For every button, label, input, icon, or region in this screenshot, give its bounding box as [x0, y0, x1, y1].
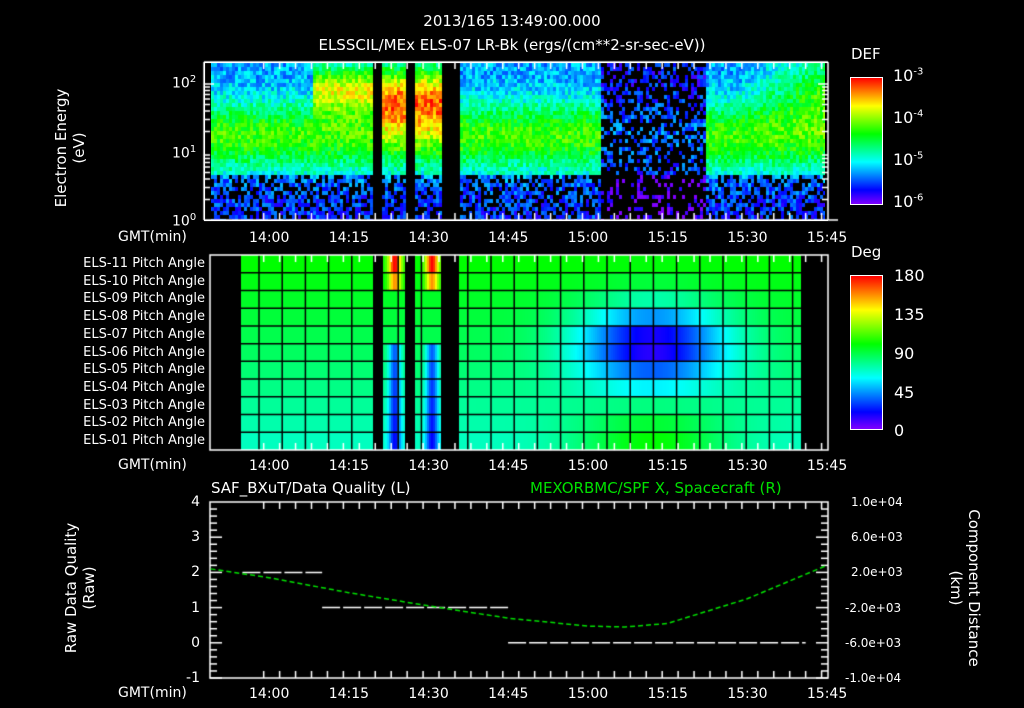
xtick-label: 14:45 [488, 230, 529, 246]
line-xlabel: GMT(min) [118, 685, 187, 701]
xtick-label: 14:30 [408, 458, 449, 474]
pitch-row-label: ELS-06 Pitch Angle [83, 344, 205, 360]
xtick-label: 15:15 [647, 230, 688, 246]
energy-axis-ticks [200, 60, 840, 225]
pitch-row-label: ELS-09 Pitch Angle [83, 291, 205, 307]
quality-ylabel-line1: Raw Data Quality [62, 522, 80, 654]
xtick-label: 14:00 [249, 458, 290, 474]
energy-xlabel: GMT(min) [118, 229, 187, 245]
quality-ytick-label: 4 [191, 494, 200, 510]
pitch-axis-ticks [200, 252, 840, 452]
deg-cbar-tick-90: 90 [894, 344, 915, 363]
energy-ytick-1: 100 [172, 212, 197, 230]
deg-colorbar-title: Deg [851, 243, 882, 261]
xtick-label: 14:45 [488, 686, 529, 702]
quality-distance-lineplot [200, 492, 840, 692]
xtick-label: 14:30 [408, 230, 449, 246]
def-cbar-tick-1e-6: 10-6 [893, 192, 924, 211]
xtick-label: 15:00 [567, 230, 609, 246]
xtick-label: 14:00 [249, 686, 290, 702]
quality-ytick-label: 2 [191, 564, 200, 581]
quality-ylabel: Raw Data Quality (Raw) [0, 523, 170, 654]
xtick-label: 14:15 [328, 458, 370, 474]
def-cbar-tick-1e-3: 10-3 [893, 66, 924, 85]
quality-ytick-label: 0 [191, 634, 200, 651]
quality-ylabel-line2: (Raw) [80, 566, 98, 610]
plot-timestamp: 2013/165 13:49:00.000 [423, 12, 601, 30]
def-cbar-tick-1e-4: 10-4 [893, 108, 924, 127]
deg-cbar-tick-0: 0 [894, 421, 905, 440]
pitch-row-label: ELS-02 Pitch Angle [83, 415, 205, 431]
xtick-label: 15:15 [647, 458, 688, 474]
pitch-row-label: ELS-08 Pitch Angle [83, 309, 205, 325]
deg-cbar-tick-45: 45 [894, 383, 915, 402]
distance-ytick-label: 6.0e+03 [851, 530, 903, 545]
xtick-label: 15:30 [727, 230, 768, 246]
xtick-label: 15:30 [727, 686, 768, 702]
def-cbar-tick-1e-5: 10-5 [893, 150, 924, 169]
def-colorbar-title: DEF [851, 45, 881, 63]
quality-title: SAF_BXuT/Data Quality (L) [211, 479, 411, 497]
spf-x-title: MEXORBMC/SPF X, Spacecraft (R) [530, 479, 782, 497]
distance-ylabel-line2: (km) [947, 570, 965, 606]
deg-cbar-tick-135: 135 [894, 305, 925, 324]
deg-cbar-tick-180: 180 [894, 266, 925, 285]
def-colorbar [850, 77, 883, 205]
pitch-row-label: ELS-10 Pitch Angle [83, 273, 205, 289]
xtick-label: 14:15 [328, 686, 370, 702]
xtick-label: 14:45 [488, 458, 529, 474]
xtick-label: 15:00 [567, 458, 609, 474]
energy-ytick-100: 102 [172, 74, 197, 92]
pitch-row-label: ELS-01 Pitch Angle [83, 433, 205, 448]
energy-ytick-10: 101 [172, 144, 197, 162]
xtick-label: 15:30 [727, 458, 768, 474]
xtick-label: 14:15 [328, 230, 370, 246]
xtick-label: 15:45 [806, 230, 848, 246]
energy-xticks: 14:00 14:15 14:30 14:45 15:00 15:15 15:30 15:45 [0, 230, 1024, 246]
pitch-xticks: 14:00 14:15 14:30 14:45 15:00 15:15 15:30 15:45 [0, 458, 1024, 474]
xtick-label: 15:00 [567, 686, 609, 702]
xtick-label: 15:15 [647, 686, 688, 702]
xtick-label: 14:30 [408, 686, 449, 702]
distance-ytick-label: -2.0e+03 [845, 600, 902, 615]
distance-ylabel-line1: Component Distance [965, 509, 983, 667]
pitch-xlabel: GMT(min) [118, 457, 187, 473]
pitch-row-label: ELS-04 Pitch Angle [83, 379, 205, 395]
pitch-row-label: ELS-07 Pitch Angle [83, 326, 205, 342]
xtick-label: 15:45 [806, 686, 848, 702]
distance-yticks: 1.0e+04 6.0e+03 2.0e+03 -2.0e+03 -6.0e+03 -1.… [845, 0, 945, 708]
plot-subtitle: ELSSCIL/MEx ELS-07 LR-Bk (ergs/(cm**2-sr… [318, 36, 706, 54]
xtick-label: 15:45 [806, 458, 848, 474]
energy-ylabel-line2: (eV) [70, 132, 88, 164]
line-xticks: 14:00 14:15 14:30 14:45 15:00 15:15 15:30 15:45 [0, 686, 1024, 702]
xtick-label: 14:00 [249, 230, 290, 246]
pitch-row-label: ELS-11 Pitch Angle [83, 256, 205, 271]
quality-yticks: 4 3 2 1 0 -1 [170, 0, 200, 708]
pitch-row-label: ELS-03 Pitch Angle [83, 397, 205, 413]
distance-ytick-label: 2.0e+03 [851, 565, 903, 580]
energy-ylabel: Electron Energy (eV) [0, 89, 160, 208]
quality-ytick-label: 1 [191, 599, 200, 616]
distance-ytick-label: -6.0e+03 [845, 635, 902, 650]
pitch-row-label: ELS-05 Pitch Angle [83, 362, 205, 378]
quality-ytick-label: 3 [191, 529, 200, 546]
energy-ylabel-line1: Electron Energy [52, 88, 70, 208]
quality-ytick-label: -1 [186, 670, 200, 686]
distance-ytick-label: -1.0e+04 [845, 671, 902, 685]
deg-colorbar [850, 275, 883, 430]
distance-ytick-label: 1.0e+04 [851, 495, 903, 509]
